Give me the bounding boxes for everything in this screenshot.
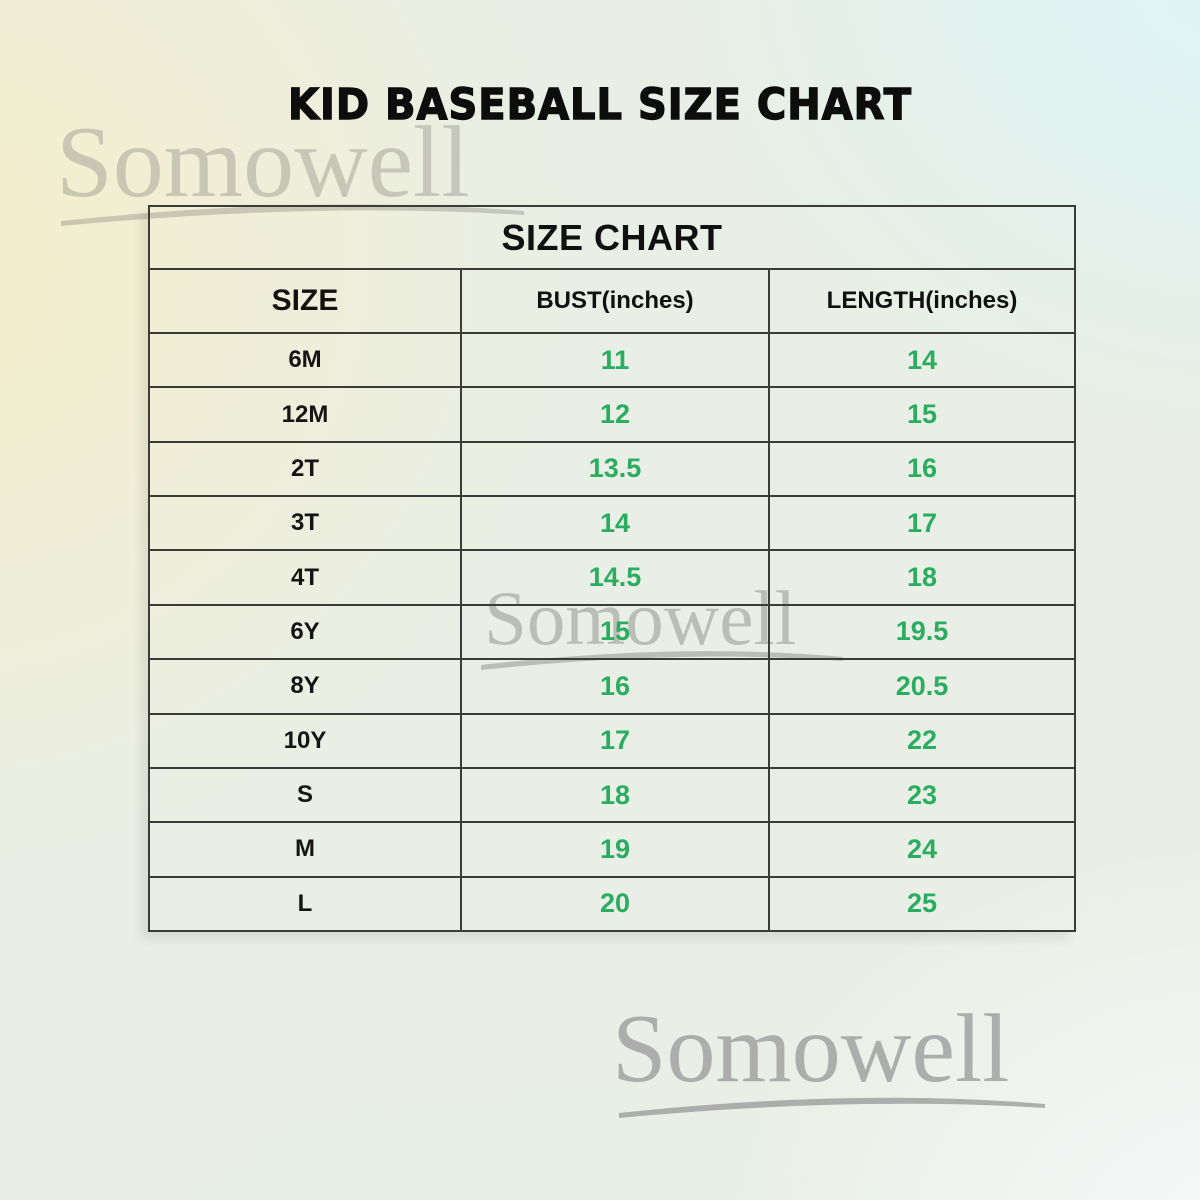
table-title: SIZE CHART bbox=[150, 207, 1074, 270]
length-cell: 22 bbox=[906, 725, 938, 756]
length-cell: 20.5 bbox=[895, 670, 949, 701]
length-cell: 14 bbox=[906, 344, 938, 375]
watermark-brand-bottom: Somowell bbox=[612, 995, 1010, 1103]
table-row: L 20 25 bbox=[150, 877, 1074, 930]
size-cell: 8Y bbox=[150, 660, 462, 713]
size-chart-table: SIZE CHART SIZE BUST(inches) LENGTH(inch… bbox=[148, 205, 1076, 932]
length-cell: 17 bbox=[906, 507, 938, 538]
size-cell: 6M bbox=[150, 334, 462, 387]
bust-cell: 12 bbox=[462, 388, 770, 441]
column-header-bust: BUST(inches) bbox=[462, 270, 770, 332]
table-row: 12M 12 15 bbox=[150, 388, 1074, 443]
size-cell: 12M bbox=[150, 388, 462, 441]
bust-cell: 14.5 bbox=[462, 551, 770, 604]
bust-cell: 13.5 bbox=[462, 442, 770, 496]
size-cell: 6Y bbox=[150, 605, 462, 659]
length-cell: 25 bbox=[906, 888, 938, 919]
table-row: M 19 24 bbox=[150, 823, 1074, 878]
watermark-swoosh-icon bbox=[619, 1097, 1045, 1118]
column-header-length: LENGTH(inches) bbox=[826, 287, 1018, 314]
table-row: 8Y 16 20.5 bbox=[150, 660, 1074, 715]
size-cell: L bbox=[150, 877, 462, 930]
bust-cell: 11 bbox=[462, 334, 770, 387]
size-cell: S bbox=[150, 768, 462, 822]
size-cell: M bbox=[150, 823, 462, 876]
table-row: 6M 11 14 bbox=[150, 334, 1074, 389]
length-cell: 16 bbox=[906, 453, 938, 484]
bust-cell: 17 bbox=[462, 714, 770, 767]
length-cell: 19.5 bbox=[895, 616, 949, 647]
bust-cell: 20 bbox=[462, 877, 770, 930]
bust-cell: 15 bbox=[462, 605, 770, 659]
column-header-size: SIZE bbox=[150, 270, 462, 332]
size-cell: 2T bbox=[150, 442, 462, 496]
bust-cell: 18 bbox=[462, 768, 770, 822]
bust-cell: 16 bbox=[462, 660, 770, 713]
size-cell: 4T bbox=[150, 551, 462, 604]
table-row: 10Y 17 22 bbox=[150, 714, 1074, 769]
table-row: 6Y 15 19.5 bbox=[150, 605, 1074, 661]
bust-cell: 14 bbox=[462, 497, 770, 550]
table-header-row: SIZE BUST(inches) LENGTH(inches) bbox=[150, 270, 1074, 334]
length-cell: 23 bbox=[906, 779, 938, 810]
table-row: 4T 14.5 18 bbox=[150, 551, 1074, 606]
length-cell: 24 bbox=[906, 833, 938, 864]
size-cell: 3T bbox=[150, 497, 462, 550]
table-row: S 18 23 bbox=[150, 768, 1074, 824]
table-row: 2T 13.5 16 bbox=[150, 442, 1074, 498]
table-row: 3T 14 17 bbox=[150, 497, 1074, 552]
length-cell: 18 bbox=[906, 562, 938, 593]
page-title: KID BASEBALL SIZE CHART bbox=[287, 80, 912, 130]
bust-cell: 19 bbox=[462, 823, 770, 876]
size-cell: 10Y bbox=[150, 714, 462, 767]
length-cell: 15 bbox=[906, 399, 938, 430]
